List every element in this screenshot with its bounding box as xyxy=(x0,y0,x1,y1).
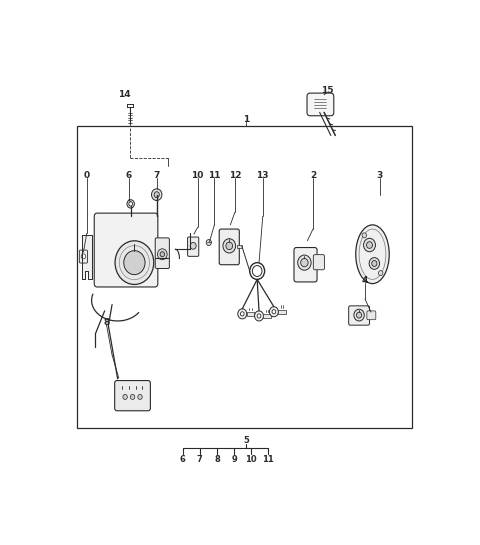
Text: 7: 7 xyxy=(154,171,160,180)
FancyBboxPatch shape xyxy=(294,247,317,282)
Circle shape xyxy=(254,311,264,321)
Circle shape xyxy=(272,310,276,314)
Text: 5: 5 xyxy=(243,437,249,445)
Circle shape xyxy=(130,395,135,399)
Circle shape xyxy=(206,240,211,245)
FancyBboxPatch shape xyxy=(79,250,87,263)
Circle shape xyxy=(123,395,127,399)
Text: 10: 10 xyxy=(192,171,204,180)
Circle shape xyxy=(81,254,85,259)
Circle shape xyxy=(378,271,383,276)
Circle shape xyxy=(157,249,167,260)
Text: 1: 1 xyxy=(243,116,249,124)
Polygon shape xyxy=(83,235,92,280)
FancyBboxPatch shape xyxy=(348,306,370,325)
Circle shape xyxy=(115,241,154,284)
Circle shape xyxy=(369,258,380,269)
FancyBboxPatch shape xyxy=(367,311,376,320)
Bar xyxy=(247,312,254,316)
Text: 9: 9 xyxy=(231,455,237,464)
Circle shape xyxy=(372,261,377,267)
Circle shape xyxy=(154,192,159,198)
Text: 8: 8 xyxy=(214,455,220,464)
Circle shape xyxy=(223,239,236,253)
Circle shape xyxy=(269,307,278,317)
Text: 6: 6 xyxy=(180,455,186,464)
Circle shape xyxy=(129,202,132,206)
Text: 3: 3 xyxy=(377,171,383,180)
Text: 15: 15 xyxy=(321,86,333,95)
Circle shape xyxy=(257,314,261,318)
Circle shape xyxy=(362,233,367,238)
Bar xyxy=(238,245,242,248)
Text: 14: 14 xyxy=(118,90,130,99)
FancyBboxPatch shape xyxy=(313,255,324,270)
FancyBboxPatch shape xyxy=(94,213,158,287)
Circle shape xyxy=(300,258,308,267)
Bar xyxy=(264,314,271,318)
Circle shape xyxy=(357,312,362,318)
Text: 10: 10 xyxy=(245,455,257,464)
Text: 8: 8 xyxy=(103,318,109,326)
FancyBboxPatch shape xyxy=(115,380,150,411)
Circle shape xyxy=(152,189,162,201)
FancyBboxPatch shape xyxy=(188,237,199,256)
Text: 4: 4 xyxy=(362,276,368,284)
Circle shape xyxy=(226,242,233,250)
Circle shape xyxy=(363,238,375,252)
Circle shape xyxy=(367,241,372,249)
FancyBboxPatch shape xyxy=(307,93,334,116)
Text: 11: 11 xyxy=(263,455,274,464)
Circle shape xyxy=(127,199,134,208)
Text: 2: 2 xyxy=(310,171,316,180)
Bar xyxy=(77,126,411,428)
Text: 13: 13 xyxy=(256,171,269,180)
Text: 11: 11 xyxy=(208,171,221,180)
Text: 12: 12 xyxy=(228,171,241,180)
FancyBboxPatch shape xyxy=(219,229,240,265)
FancyBboxPatch shape xyxy=(155,238,169,269)
Circle shape xyxy=(238,309,247,319)
Circle shape xyxy=(160,252,165,257)
Circle shape xyxy=(190,243,196,249)
Circle shape xyxy=(240,312,244,316)
Bar xyxy=(278,310,286,314)
Circle shape xyxy=(298,255,311,270)
Text: 0: 0 xyxy=(84,171,90,180)
Circle shape xyxy=(124,251,145,275)
Circle shape xyxy=(354,309,364,321)
Text: 7: 7 xyxy=(197,455,203,464)
Ellipse shape xyxy=(356,225,389,283)
Circle shape xyxy=(138,395,142,399)
Text: 6: 6 xyxy=(126,171,132,180)
